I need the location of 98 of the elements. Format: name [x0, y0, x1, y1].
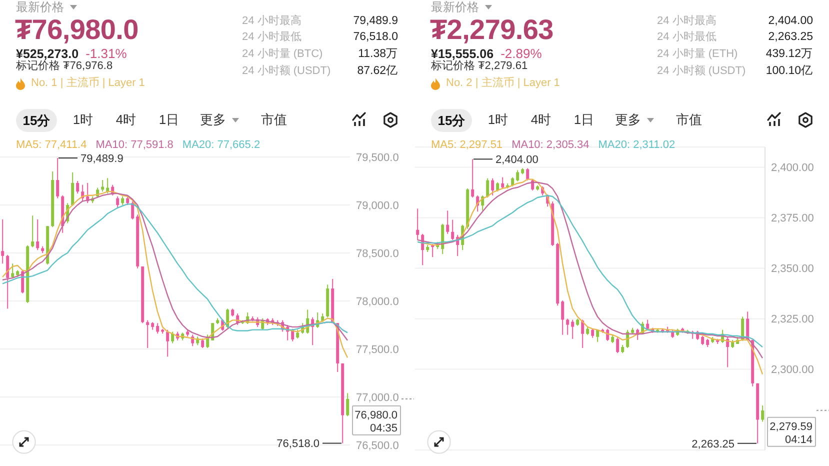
- candlestick: [761, 405, 764, 422]
- text: 24 小时量 (ETH): [657, 47, 738, 61]
- text: -1.31%: [86, 46, 127, 61]
- candlestick: [446, 210, 450, 234]
- text: 24 小时额 (USDT): [242, 64, 331, 78]
- candlestick: [11, 263, 14, 278]
- y-tick-label: 76,500.0: [356, 440, 399, 452]
- candlestick: [116, 196, 120, 208]
- text: MA20: 77,665.2: [182, 139, 260, 152]
- text: 79,489.9: [353, 14, 398, 28]
- text: ¥525,273.0: [16, 47, 79, 61]
- y-tick-label: 2,350.00: [771, 263, 814, 276]
- text: 1日: [158, 112, 180, 128]
- y-tick-label: 78,500.0: [356, 248, 399, 260]
- candlestick: [106, 178, 110, 194]
- annotation: 76,518.0: [276, 438, 320, 450]
- candlestick: [491, 178, 494, 196]
- text: 1时: [72, 112, 94, 128]
- text: 市值: [676, 112, 702, 128]
- text: 更多: [200, 112, 226, 128]
- tab-pill: 15分: [16, 109, 57, 132]
- text: 87.62亿: [357, 64, 398, 78]
- y-tick-label: 2,375.00: [771, 212, 814, 225]
- candlestick: [1, 218, 4, 264]
- tab-pill: 15分: [431, 109, 472, 132]
- candlestick: [591, 328, 594, 338]
- annotation: 2,263.25: [692, 438, 734, 450]
- candlestick: [31, 215, 34, 248]
- y-tick-label: 79,500.0: [356, 152, 399, 164]
- y-tick-label: 2,325.00: [771, 314, 814, 326]
- text: 24 小时最低: [657, 30, 716, 44]
- candlestick: [526, 168, 530, 181]
- text: 76,518.0: [353, 30, 398, 44]
- candlestick: [36, 218, 40, 251]
- candlestick: [501, 176, 504, 189]
- candlestick: [171, 331, 174, 344]
- text: MA20: 2,311.02: [598, 139, 676, 152]
- y-tick-label: 2,300.00: [771, 364, 814, 376]
- y-tick-label: 77,000.0: [356, 392, 399, 404]
- chart-title: 最新价格: [431, 0, 479, 14]
- text: 4时: [530, 112, 552, 128]
- text: 439.12万: [766, 47, 813, 61]
- text: 24 小时额 (USDT): [657, 64, 746, 78]
- text: MA5: 77,411.4: [16, 139, 87, 152]
- y-tick-label: 77,500.0: [356, 344, 399, 356]
- annotation: 79,489.9: [80, 152, 124, 165]
- text: 24 小时量 (BTC): [242, 47, 323, 61]
- candlestick: [571, 319, 574, 340]
- candlestick: [596, 329, 600, 342]
- candlestick: [6, 254, 10, 310]
- text: No. 2 | 主流币 | Layer 1: [446, 77, 560, 90]
- candlestick: [451, 219, 454, 240]
- y-tick-label: 78,000.0: [356, 296, 399, 308]
- text: 11.38万: [358, 47, 398, 61]
- annotation: 2,404.00: [496, 154, 538, 166]
- candlestick: [561, 300, 564, 336]
- text: 100.10亿: [766, 64, 813, 78]
- text: 2,263.25: [768, 30, 813, 44]
- chart-subtitle: ₮2,279.63: [430, 14, 554, 46]
- candlestick: [416, 208, 420, 240]
- candlestick: [201, 338, 204, 349]
- candlestick: [471, 158, 474, 198]
- candlestick: [146, 320, 150, 349]
- text: -2.89%: [500, 46, 542, 61]
- text: 24 小时最低: [242, 30, 302, 44]
- y-tick-label: 2,400.00: [771, 162, 814, 174]
- chart-subtitle: ₮76,980.0: [15, 14, 138, 46]
- candlestick: [56, 157, 60, 199]
- text: 2,279.59 04:14: [770, 420, 812, 446]
- candlestick: [486, 178, 490, 198]
- chart-title: 最新价格: [16, 0, 64, 14]
- text: 4时: [116, 112, 136, 128]
- candlestick: [166, 329, 170, 358]
- candlestick: [346, 392, 350, 417]
- text: 1日: [574, 112, 594, 128]
- candlestick: [71, 172, 74, 206]
- candlestick: [131, 200, 134, 220]
- candlestick: [516, 170, 520, 182]
- text: No. 1 | 主流币 | Layer 1: [31, 77, 145, 90]
- text: 1时: [488, 112, 508, 128]
- text: 市值: [261, 112, 287, 128]
- text: 更多: [615, 112, 641, 128]
- text: MA5: 2,297.51: [431, 139, 503, 152]
- text: 2,404.00: [768, 14, 813, 28]
- text: ¥15,555.06: [431, 47, 494, 61]
- text: MA10: 2,305.34: [512, 139, 590, 152]
- candlestick: [156, 322, 160, 334]
- candlestick: [566, 318, 570, 336]
- text: 标记价格 ₮2,279.61: [431, 60, 528, 73]
- text: 76,980.0 04:35: [354, 409, 398, 434]
- candlestick: [76, 180, 80, 194]
- y-tick-label: 79,000.0: [356, 200, 399, 212]
- text: 24 小时最高: [657, 14, 716, 28]
- candlestick: [701, 335, 704, 346]
- text: MA10: 77,591.8: [96, 139, 174, 152]
- text: 24 小时最高: [242, 14, 302, 28]
- candlestick: [616, 336, 620, 354]
- text: 标记价格 ₮76,976.8: [16, 60, 113, 73]
